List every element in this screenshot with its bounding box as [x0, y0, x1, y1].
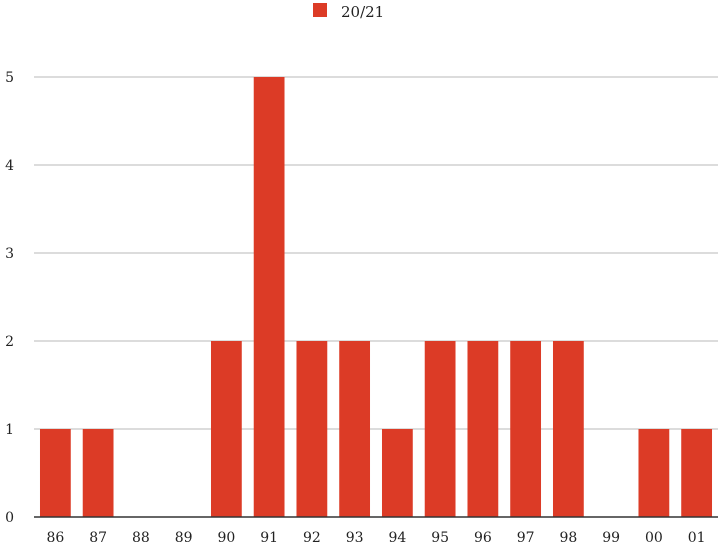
bar-93: [339, 341, 371, 517]
y-tick-label: 2: [5, 334, 14, 350]
x-tick-label: 87: [89, 530, 107, 546]
chart-legend: 20/21: [313, 3, 384, 21]
x-tick-label: 97: [517, 530, 535, 546]
bar-01: [681, 429, 713, 517]
x-tick-label: 01: [688, 530, 706, 546]
x-tick-label: 99: [602, 530, 620, 546]
x-tick-label: 90: [217, 530, 235, 546]
bar-95: [424, 341, 456, 517]
bar-97: [510, 341, 542, 517]
bar-87: [82, 429, 114, 517]
bar-00: [638, 429, 670, 517]
y-tick-label: 5: [5, 70, 14, 86]
x-tick-label: 98: [559, 530, 577, 546]
x-tick-label: 94: [388, 530, 406, 546]
bar-series: [39, 77, 713, 517]
x-tick-label: 96: [474, 530, 492, 546]
bar-94: [381, 429, 413, 517]
legend-swatch: [313, 3, 327, 17]
x-axis-tick-labels: 86 87 88 89 90 91 92 93 94 95 96 97 98 99 00 01: [46, 530, 705, 546]
x-tick-label: 93: [346, 530, 364, 546]
x-tick-label: 88: [132, 530, 150, 546]
gridlines: [34, 76, 718, 430]
x-tick-label: 89: [175, 530, 193, 546]
bar-90: [210, 341, 242, 517]
y-tick-label: 1: [5, 422, 14, 438]
x-tick-label: 95: [431, 530, 449, 546]
x-tick-label: 86: [46, 530, 64, 546]
bar-96: [467, 341, 499, 517]
bar-91: [253, 77, 285, 517]
bar-98: [552, 341, 584, 517]
bar-92: [296, 341, 328, 517]
y-axis-tick-labels: 0 1 2 3 4 5: [5, 70, 14, 526]
x-tick-label: 92: [303, 530, 321, 546]
y-tick-label: 3: [5, 246, 14, 262]
x-tick-label: 91: [260, 530, 278, 546]
y-tick-label: 0: [5, 510, 14, 526]
y-tick-label: 4: [5, 158, 14, 174]
legend-label: 20/21: [341, 3, 384, 21]
bar-86: [39, 429, 71, 517]
x-tick-label: 00: [645, 530, 663, 546]
